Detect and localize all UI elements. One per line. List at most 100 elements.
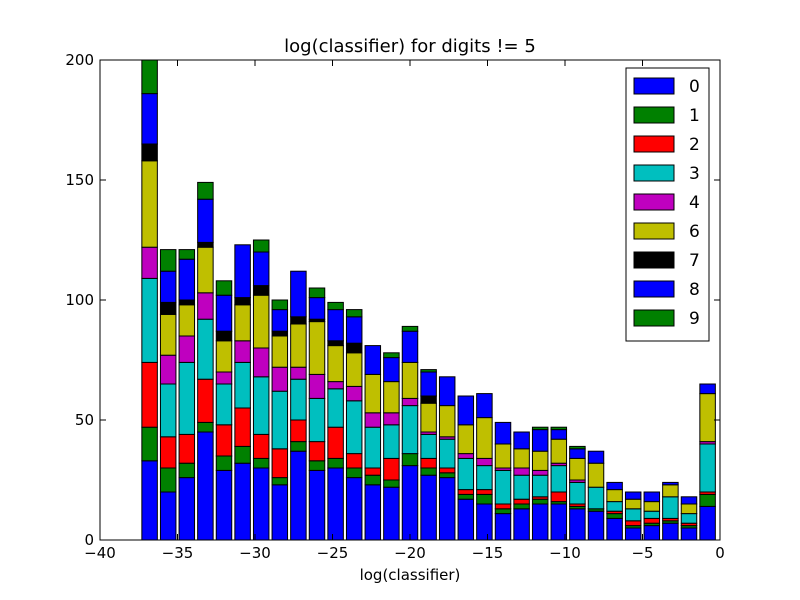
bar-segment-digit-0 bbox=[178, 477, 196, 541]
bar-segment-digit-1 bbox=[383, 479, 400, 488]
bar-segment-digit-6 bbox=[606, 489, 623, 503]
bar-segment-digit-2 bbox=[476, 489, 493, 495]
bar-segment-digit-8 bbox=[290, 270, 307, 318]
bar-segment-digit-9 bbox=[401, 325, 419, 332]
bar-segment-digit-0 bbox=[215, 469, 233, 541]
bar-segment-digit-7 bbox=[234, 297, 251, 306]
bar-segment-digit-8 bbox=[438, 376, 456, 407]
bar-segment-digit-1 bbox=[420, 467, 437, 476]
x-tick-label: 0 bbox=[715, 544, 725, 562]
bar-segment-digit-2 bbox=[178, 433, 196, 464]
bar-segment-digit-1 bbox=[401, 453, 419, 467]
bar-segment-digit-3 bbox=[494, 469, 512, 505]
bar-segment-digit-2 bbox=[550, 491, 568, 503]
bar-segment-digit-1 bbox=[699, 493, 716, 507]
legend-label-digit-0: 0 bbox=[689, 77, 700, 97]
bar-segment-digit-0 bbox=[420, 474, 437, 541]
bar-segment-digit-0 bbox=[606, 517, 623, 541]
bar-segment-digit-3 bbox=[290, 378, 307, 421]
bar-segment-digit-9 bbox=[383, 352, 400, 359]
bar-segment-digit-8 bbox=[587, 450, 605, 464]
bar-segment-digit-7 bbox=[252, 285, 270, 296]
bar-segment-digit-3 bbox=[197, 318, 214, 380]
bar-segment-digit-8 bbox=[457, 395, 475, 426]
bar-segment-digit-7 bbox=[159, 301, 177, 315]
x-tick-label: −35 bbox=[162, 544, 194, 562]
bar-segment-digit-6 bbox=[624, 498, 642, 510]
legend-swatch-digit-0 bbox=[633, 77, 675, 95]
bar-segment-digit-3 bbox=[624, 508, 642, 522]
bar-segment-digit-0 bbox=[327, 467, 344, 541]
chart-title: log(classifier) for digits != 5 bbox=[284, 36, 536, 57]
bar-segment-digit-0 bbox=[290, 450, 307, 541]
bar-segment-digit-1 bbox=[327, 457, 344, 469]
bar-segment-digit-2 bbox=[364, 467, 382, 476]
bar-segment-digit-6 bbox=[215, 340, 233, 373]
bar-segment-digit-6 bbox=[513, 448, 530, 469]
bar-segment-digit-0 bbox=[569, 508, 586, 541]
legend-label-digit-3: 3 bbox=[689, 164, 700, 184]
legend: 0 1 2 3 4 6 7 8 9 bbox=[625, 67, 710, 342]
bar-segment-digit-3 bbox=[271, 390, 289, 450]
bar-segment-digit-1 bbox=[476, 493, 493, 505]
bar-segment-digit-3 bbox=[699, 443, 716, 493]
bar-segment-digit-9 bbox=[569, 445, 586, 450]
bar-segment-digit-1 bbox=[271, 477, 289, 486]
bar-segment-digit-4 bbox=[178, 335, 196, 363]
bar-segment-digit-8 bbox=[401, 330, 419, 363]
bar-segment-digit-0 bbox=[699, 505, 716, 541]
bar-segment-digit-6 bbox=[197, 246, 214, 294]
bar-segment-digit-4 bbox=[513, 467, 530, 476]
bar-segment-digit-6 bbox=[643, 501, 661, 512]
bar-segment-digit-8 bbox=[513, 431, 530, 450]
bar-segment-digit-3 bbox=[420, 433, 437, 459]
bar-segment-digit-8 bbox=[345, 316, 363, 344]
bar-segment-digit-9 bbox=[271, 299, 289, 311]
bar-segment-digit-8 bbox=[308, 297, 326, 320]
bar-segment-digit-6 bbox=[457, 424, 475, 455]
bar-segment-digit-4 bbox=[383, 412, 400, 426]
bar-segment-digit-2 bbox=[290, 419, 307, 443]
bar-segment-digit-9 bbox=[420, 369, 437, 373]
bar-segment-digit-0 bbox=[494, 513, 512, 541]
bar-segment-digit-8 bbox=[215, 294, 233, 332]
bar-segment-digit-2 bbox=[643, 517, 661, 524]
bar-segment-digit-1 bbox=[252, 457, 270, 469]
bar-segment-digit-0 bbox=[624, 527, 642, 541]
bar-segment-digit-6 bbox=[476, 417, 493, 459]
bar-segment-digit-4 bbox=[327, 381, 344, 390]
bar-segment-digit-1 bbox=[197, 421, 214, 433]
bar-segment-digit-2 bbox=[494, 503, 512, 510]
bar-segment-digit-3 bbox=[141, 277, 158, 363]
bar-segment-digit-6 bbox=[364, 373, 382, 414]
legend-swatch-digit-9 bbox=[633, 309, 675, 327]
bar-segment-digit-0 bbox=[234, 462, 251, 541]
bar-segment-digit-7 bbox=[420, 395, 437, 404]
x-tick-label: −20 bbox=[394, 544, 426, 562]
bar-segment-digit-2 bbox=[457, 489, 475, 495]
bar-segment-digit-3 bbox=[587, 486, 605, 510]
bar-segment-digit-8 bbox=[383, 357, 400, 383]
bar-segment-digit-1 bbox=[141, 426, 158, 462]
bar-segment-digit-0 bbox=[308, 469, 326, 541]
bar-segment-digit-0 bbox=[438, 477, 456, 541]
bar-segment-digit-0 bbox=[383, 486, 400, 541]
bar-segment-digit-0 bbox=[197, 431, 214, 541]
bar-segment-digit-9 bbox=[531, 426, 549, 431]
bar-segment-digit-4 bbox=[159, 354, 177, 385]
bar-segment-digit-4 bbox=[197, 292, 214, 320]
legend-swatch-digit-8 bbox=[633, 280, 675, 298]
bar-segment-digit-6 bbox=[308, 321, 326, 375]
bar-segment-digit-8 bbox=[364, 345, 382, 375]
bar-segment-digit-0 bbox=[141, 460, 158, 541]
bar-segment-digit-4 bbox=[457, 453, 475, 459]
bar-segment-digit-6 bbox=[383, 381, 400, 414]
bar-segment-digit-4 bbox=[271, 366, 289, 392]
bar-segment-digit-1 bbox=[234, 445, 251, 464]
bar-segment-digit-2 bbox=[271, 448, 289, 479]
bar-segment-digit-4 bbox=[401, 397, 419, 407]
bar-segment-digit-2 bbox=[624, 520, 642, 527]
bar-segment-digit-7 bbox=[215, 330, 233, 342]
bar-segment-digit-0 bbox=[550, 503, 568, 541]
